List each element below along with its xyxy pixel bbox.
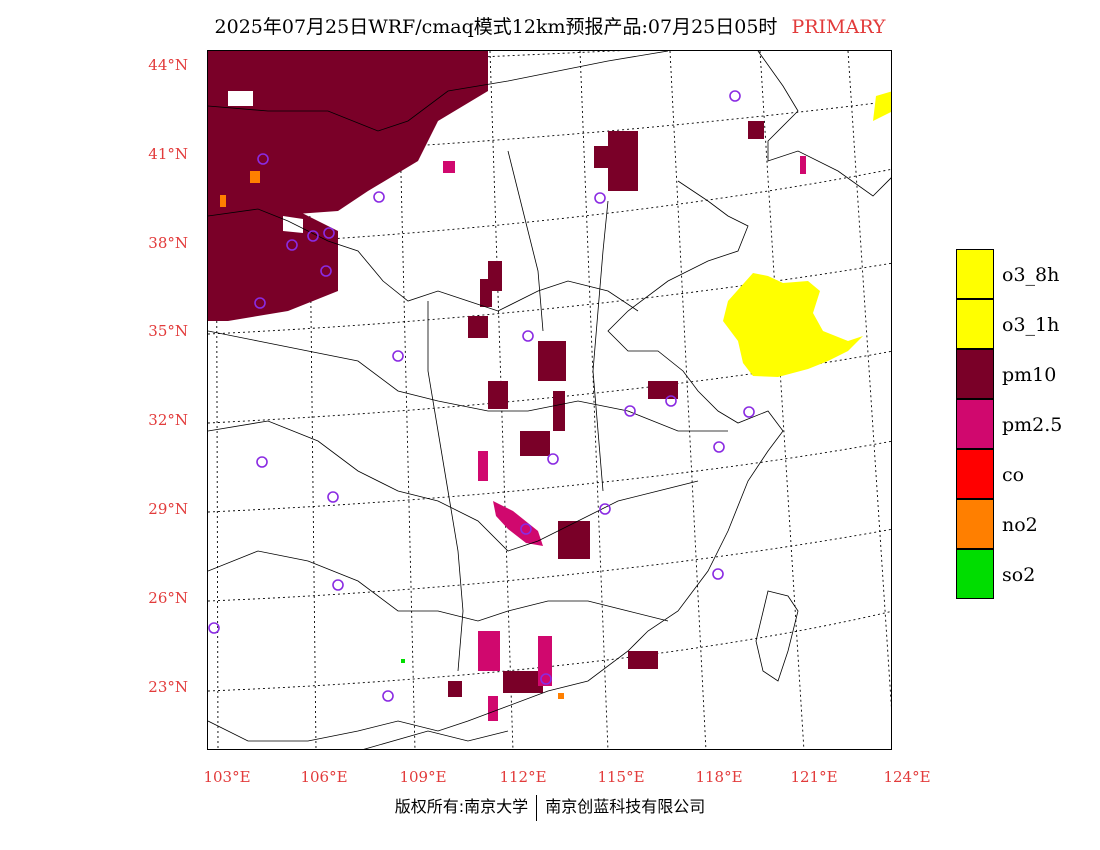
map-title: 2025年07月25日WRF/cmaq模式12km预报产品:07月25日05时 P… (0, 12, 1100, 39)
legend-label-so2: so2 (1002, 564, 1036, 586)
lat-label-38n: 38°N (148, 234, 188, 252)
lat-label-44n: 44°N (148, 56, 188, 74)
lon-label-106e: 106°E (300, 768, 348, 786)
legend-swatch-no2 (956, 499, 994, 549)
boundary-lines (208, 51, 891, 749)
map-panel[interactable] (207, 50, 892, 750)
station-markers (208, 90, 755, 702)
o3-patch (723, 91, 891, 377)
lat-label-26n: 26°N (148, 589, 188, 607)
legend-swatch-pm10 (956, 349, 994, 399)
primary-tag: PRIMARY (791, 16, 886, 38)
legend-label-no2: no2 (1002, 514, 1038, 536)
legend-label-o3-1h: o3_1h (1002, 314, 1060, 336)
pm10-patches (208, 51, 764, 697)
so2-patches (401, 659, 405, 663)
lon-label-103e: 103°E (203, 768, 251, 786)
legend-label-pm10: pm10 (1002, 364, 1057, 386)
lat-label-41n: 41°N (148, 145, 188, 163)
legend-swatch-o3-1h (956, 299, 994, 349)
copyright-right: 南京创蓝科技有限公司 (545, 797, 706, 816)
legend-label-o3-8h: o3_8h (1002, 264, 1060, 286)
lon-label-109e: 109°E (399, 768, 447, 786)
lat-label-29n: 29°N (148, 500, 188, 518)
no2-patches (220, 171, 564, 699)
legend-swatch-o3-8h (956, 249, 994, 299)
footer-divider (536, 794, 538, 821)
lon-label-121e: 121°E (790, 768, 838, 786)
copyright-footer: 版权所有:南京大学 南京创蓝科技有限公司 (0, 793, 1100, 821)
lon-label-124e: 124°E (883, 768, 931, 786)
legend-label-pm25: pm2.5 (1002, 414, 1063, 436)
lon-label-112e: 112°E (499, 768, 547, 786)
lat-label-32n: 32°N (148, 411, 188, 429)
pm25-patches (443, 156, 806, 721)
legend-label-co: co (1002, 464, 1025, 486)
legend-swatch-so2 (956, 549, 994, 599)
lat-label-23n: 23°N (148, 678, 188, 696)
copyright-left: 版权所有:南京大学 (394, 797, 529, 816)
lon-label-118e: 118°E (695, 768, 743, 786)
map-title-main: 2025年07月25日WRF/cmaq模式12km预报产品:07月25日05时 (214, 16, 778, 38)
legend-swatch-co (956, 449, 994, 499)
map-canvas (208, 51, 891, 749)
lat-label-35n: 35°N (148, 322, 188, 340)
legend-swatch-pm25 (956, 399, 994, 449)
lon-label-115e: 115°E (597, 768, 645, 786)
